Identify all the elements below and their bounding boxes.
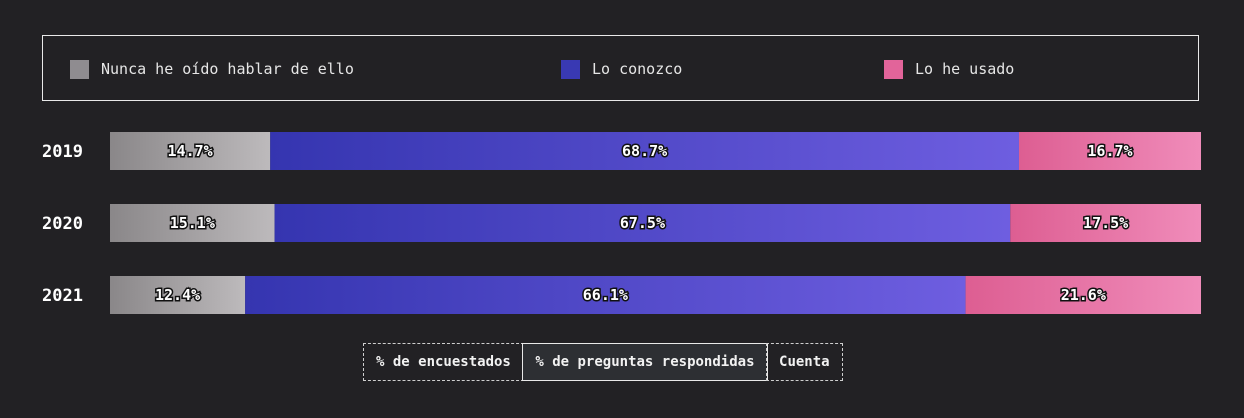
- legend-label-know-it: Lo conozco: [592, 60, 683, 78]
- bar-segment-2021-2[interactable]: [965, 276, 1201, 314]
- metric-tabs: % de encuestados % de preguntas respondi…: [363, 343, 843, 381]
- bar-segment-2019-0[interactable]: [110, 132, 271, 170]
- stacked-bar-chart: 2019 14.7% 68.7% 16.7% 2020 15.1% 67.5% 17.5% 20…: [42, 132, 1201, 314]
- legend-swatch-know-it: [561, 59, 580, 79]
- bar-value-label-2021-2: 21.6%: [1061, 286, 1106, 304]
- bar-value-label-2019-1: 68.7%: [622, 142, 667, 160]
- bar-value-label-2020-1: 67.5%: [620, 214, 665, 232]
- tab-count[interactable]: Cuenta: [766, 343, 843, 381]
- bar-segment-2020-2[interactable]: [1010, 204, 1201, 242]
- legend: Nunca he oído hablar de ello Lo conozco …: [42, 35, 1199, 101]
- bar-value-label-2020-0: 15.1%: [170, 214, 215, 232]
- legend-swatch-never-heard: [70, 59, 89, 79]
- year-label-2020: 2020: [42, 214, 83, 234]
- bar-segment-2020-1[interactable]: [274, 204, 1011, 242]
- bar-segment-2019-2[interactable]: [1018, 132, 1201, 170]
- year-label-2021: 2021: [42, 286, 83, 306]
- bar-value-label-2020-2: 17.5%: [1083, 214, 1128, 232]
- bar-segment-2019-1[interactable]: [270, 132, 1019, 170]
- legend-item-know-it[interactable]: Lo conozco: [561, 36, 682, 102]
- legend-swatch-used-it: [884, 59, 903, 79]
- tab-percent-respondents[interactable]: % de encuestados: [363, 343, 524, 381]
- year-label-2019: 2019: [42, 142, 83, 162]
- bar-value-label-2021-0: 12.4%: [155, 286, 200, 304]
- bar-value-label-2021-1: 66.1%: [583, 286, 628, 304]
- bar-segment-2020-0[interactable]: [110, 204, 275, 242]
- legend-item-used-it[interactable]: Lo he usado: [884, 36, 1014, 102]
- tab-percent-questions-answered[interactable]: % de preguntas respondidas: [522, 343, 768, 381]
- bar-value-label-2019-0: 14.7%: [168, 142, 213, 160]
- legend-label-used-it: Lo he usado: [915, 60, 1015, 78]
- legend-item-never-heard[interactable]: Nunca he oído hablar de ello: [70, 36, 354, 102]
- legend-label-never-heard: Nunca he oído hablar de ello: [101, 60, 354, 78]
- bar-segment-2021-0[interactable]: [110, 276, 246, 314]
- bar-segment-2021-1[interactable]: [245, 276, 966, 314]
- bar-value-label-2019-2: 16.7%: [1087, 142, 1132, 160]
